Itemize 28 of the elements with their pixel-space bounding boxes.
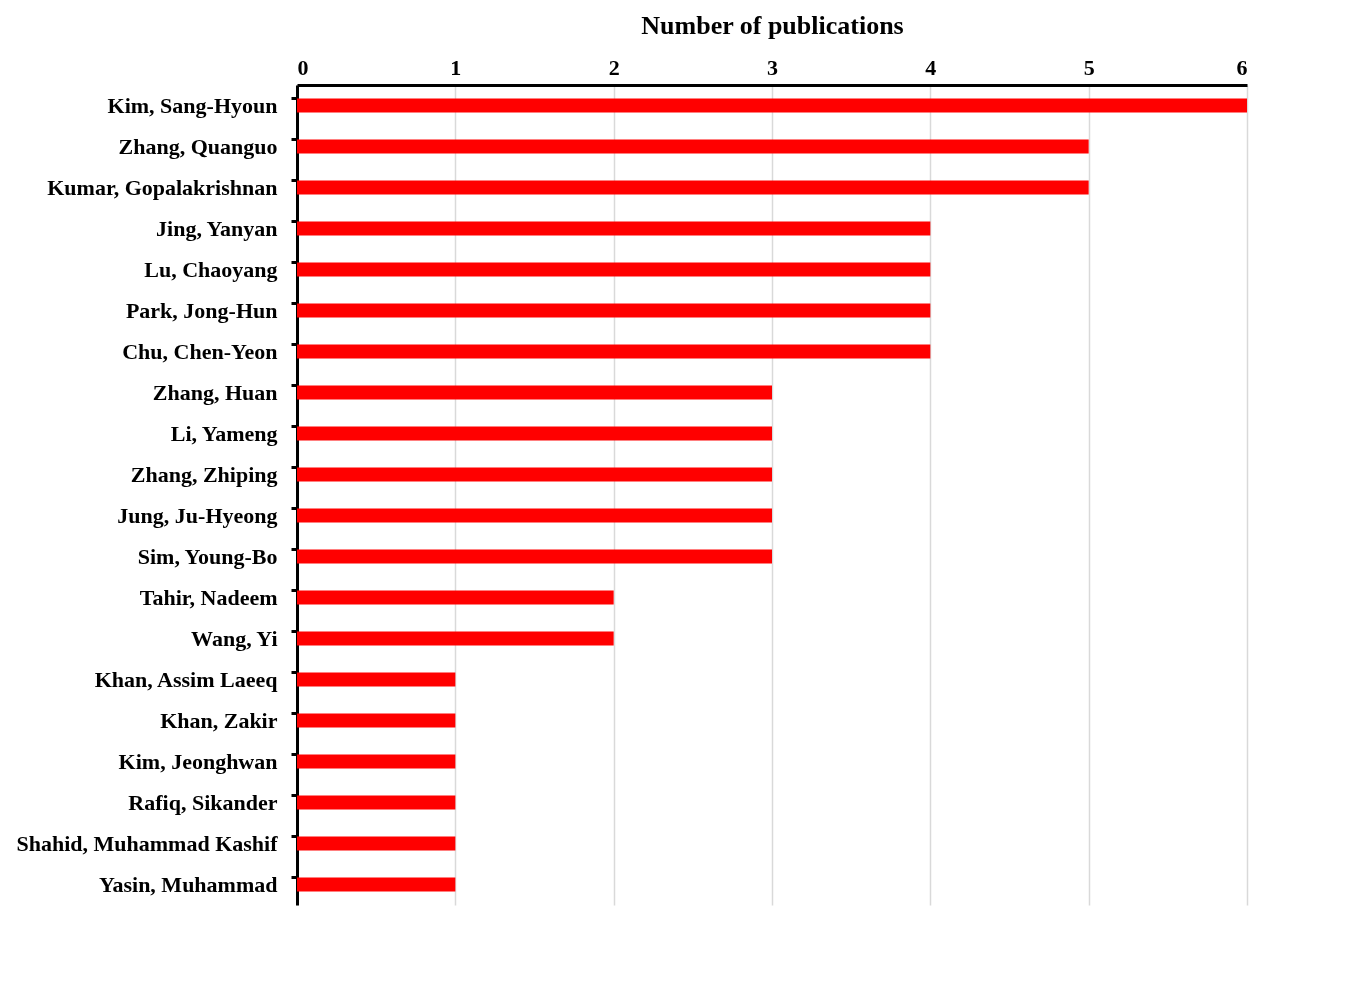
x-tick-label: 5 bbox=[1083, 54, 1095, 80]
x-tick-label: 2 bbox=[608, 54, 620, 80]
y-tick-label: Zhang, Zhiping bbox=[130, 461, 278, 487]
x-tick-label: 3 bbox=[767, 54, 778, 80]
y-tick-label: Kim, Jeonghwan bbox=[118, 748, 278, 774]
x-tick-label: 1 bbox=[450, 54, 462, 80]
x-tick-label: 6 bbox=[1236, 54, 1248, 80]
y-tick-label: Kim, Sang-Hyoun bbox=[107, 92, 278, 118]
x-tick-label: 0 bbox=[297, 54, 309, 80]
y-tick-label: Park, Jong-Hun bbox=[125, 297, 278, 323]
y-tick-label: Chu, Chen-Yeon bbox=[122, 338, 278, 364]
y-tick-label: Khan, Assim Laeeq bbox=[94, 666, 279, 692]
y-tick-label: Khan, Zakir bbox=[160, 707, 278, 733]
y-tick-label: Wang, Yi bbox=[191, 625, 278, 651]
x-axis-title: Number of publications bbox=[641, 10, 904, 40]
y-tick-label: Li, Yameng bbox=[170, 420, 278, 446]
y-tick-label: Rafiq, Sikander bbox=[128, 789, 278, 815]
y-tick-label: Tahir, Nadeem bbox=[139, 584, 278, 610]
y-tick-label: Lu, Chaoyang bbox=[144, 256, 278, 282]
y-tick-label: Zhang, Huan bbox=[152, 379, 278, 405]
y-tick-label: Jing, Yanyan bbox=[156, 215, 278, 241]
y-tick-label: Sim, Young-Bo bbox=[137, 543, 278, 569]
y-tick-label: Yasin, Muhammad bbox=[99, 871, 278, 897]
y-tick-label: Jung, Ju-Hyeong bbox=[117, 502, 278, 528]
y-tick-label: Shahid, Muhammad Kashif bbox=[16, 830, 279, 856]
y-tick-label: Zhang, Quanguo bbox=[118, 133, 278, 159]
x-tick-label: 4 bbox=[925, 54, 937, 80]
y-tick-label: Kumar, Gopalakrishnan bbox=[47, 174, 278, 200]
